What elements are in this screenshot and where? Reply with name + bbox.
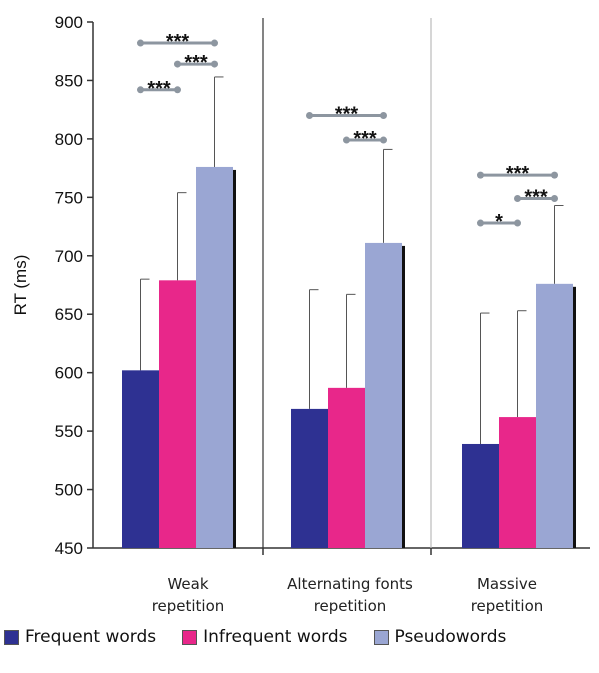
legend-swatch xyxy=(4,629,19,645)
category-label-line2: repetition xyxy=(314,597,387,615)
significance-end-dot xyxy=(551,195,558,203)
bar xyxy=(196,166,233,549)
significance-label: * xyxy=(495,211,503,233)
bar xyxy=(462,443,499,548)
significance-end-dot xyxy=(514,219,521,227)
y-tick-label: 450 xyxy=(55,539,83,558)
significance-label: *** xyxy=(506,163,530,185)
bar-shadow xyxy=(402,245,405,549)
bar-shadow xyxy=(233,169,236,549)
significance-end-dot xyxy=(137,86,144,94)
y-tick-label: 550 xyxy=(55,422,83,441)
significance-end-dot xyxy=(380,112,387,120)
significance-end-dot xyxy=(477,171,484,179)
legend-swatch xyxy=(373,629,389,645)
significance-end-dot xyxy=(211,60,218,68)
category-label-line1: Alternating fonts xyxy=(287,575,413,593)
category-label-line1: Weak xyxy=(167,575,208,593)
significance-end-dot xyxy=(137,39,144,47)
y-tick-label: 600 xyxy=(55,364,83,383)
significance-end-dot xyxy=(211,39,218,47)
y-tick-label: 900 xyxy=(55,13,83,32)
legend: Frequent words Infrequent words Pseudoword… xyxy=(4,622,599,652)
significance-end-dot xyxy=(174,60,181,68)
significance-label: *** xyxy=(184,52,208,74)
legend-label: Infrequent words xyxy=(203,627,348,647)
category-label-line2: repetition xyxy=(152,597,225,615)
significance-end-dot xyxy=(343,136,350,144)
y-tick-label: 850 xyxy=(55,71,83,90)
bar xyxy=(159,280,196,548)
significance-label: *** xyxy=(166,31,190,53)
bar xyxy=(328,387,365,548)
y-tick-label: 700 xyxy=(55,247,83,266)
bar xyxy=(536,283,573,548)
significance-label: *** xyxy=(353,128,377,150)
bar xyxy=(365,242,402,549)
significance-end-dot xyxy=(380,136,387,144)
y-tick-label: 650 xyxy=(55,305,83,324)
category-label-line2: repetition xyxy=(471,597,544,615)
significance-end-dot xyxy=(306,112,313,120)
significance-label: *** xyxy=(524,187,548,209)
bar xyxy=(499,417,536,548)
significance-label: *** xyxy=(147,78,171,100)
significance-end-dot xyxy=(477,219,484,227)
y-tick-label: 500 xyxy=(55,481,83,500)
legend-swatch xyxy=(182,629,198,645)
significance-end-dot xyxy=(174,86,181,94)
y-tick-label: 800 xyxy=(55,130,83,149)
legend-item: Infrequent words xyxy=(182,627,348,647)
y-tick-label: 750 xyxy=(55,188,83,207)
bar xyxy=(122,370,159,548)
legend-label: Pseudowords xyxy=(394,627,507,647)
legend-label: Frequent words xyxy=(25,627,157,647)
significance-end-dot xyxy=(514,195,521,203)
bar xyxy=(291,408,328,548)
legend-item: Frequent words xyxy=(4,627,156,647)
category-label-line1: Massive xyxy=(477,575,537,593)
significance-label: *** xyxy=(335,104,359,126)
y-axis-title: RT (ms) xyxy=(11,255,30,316)
legend-item: Pseudowords xyxy=(373,627,507,647)
significance-end-dot xyxy=(551,171,558,179)
bar-shadow xyxy=(573,286,576,548)
